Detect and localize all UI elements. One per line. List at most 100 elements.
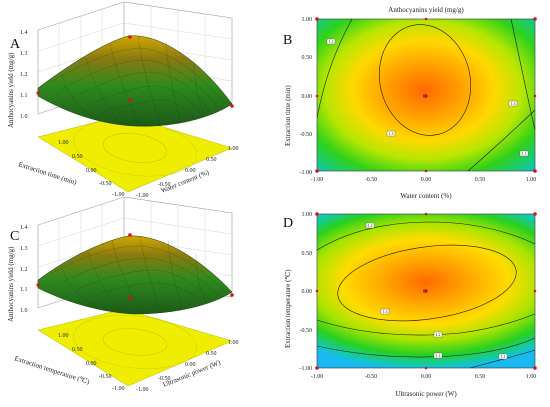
panel-b-xtick: 0.50 <box>475 177 486 183</box>
panel-b-ytick: 0.50 <box>302 55 313 61</box>
panel-c-mesh <box>49 235 226 315</box>
panel-b-point <box>424 94 428 98</box>
panel-c-ztick: 1.0 <box>20 308 28 314</box>
panel-c-design-points <box>36 233 234 300</box>
panel-b-contour-1.3 <box>378 24 472 136</box>
panel-b-title: Anthocyanins yield (mg/g) <box>388 6 464 14</box>
panel-b-contour-1.2-left <box>316 18 353 119</box>
panel-b-point <box>315 169 319 173</box>
panel-d-point <box>533 289 537 293</box>
panel-c: C <box>7 196 239 393</box>
panel-c-surface <box>37 235 233 315</box>
panel-a-y-ticks: 1.00 0.50 0.00 -0.50 -1.00 <box>58 140 125 198</box>
panel-b-ytick: -0.50 <box>300 132 313 138</box>
panel-c-xtick: 1.00 <box>228 340 239 346</box>
panel-a-mesh <box>49 36 226 127</box>
panel-b-xtick: -1.00 <box>311 177 324 183</box>
panel-a-xtick: -0.50 <box>158 182 171 188</box>
panel-b-contour-labels: 1.2 1.3 1.3 1.1 <box>326 38 529 157</box>
panel-d-x-ticks: -1.00 -0.50 0.00 0.50 1.00 <box>311 374 537 380</box>
panel-a-ztick: 1.4 <box>20 30 28 36</box>
panel-a-ytick: -1.00 <box>112 192 125 198</box>
panel-d-contour-label: 1.3 <box>383 309 388 314</box>
panel-a-point-3 <box>36 91 40 95</box>
panel-c-point-2 <box>128 296 132 300</box>
panel-d-point <box>533 212 537 216</box>
panel-c-point-3 <box>36 283 40 287</box>
panel-a-xtick: 0.50 <box>206 157 217 163</box>
panel-a-point-1 <box>128 35 132 39</box>
panel-d-xtick: 1.00 <box>526 374 537 380</box>
panel-b-xtick: -0.50 <box>365 177 378 183</box>
panel-a-ztick: 1.3 <box>20 51 28 57</box>
panel-c-xtick: -1.00 <box>136 387 149 393</box>
panel-d-label: D <box>283 216 293 231</box>
panel-d-xtick: 0.00 <box>421 374 432 380</box>
panel-c-ytick: 0.50 <box>72 347 83 353</box>
panel-d-point <box>315 366 319 370</box>
panel-b-design-points <box>315 17 537 173</box>
panel-c-ytick: 1.00 <box>58 333 69 339</box>
panel-d-contour-1.2-bot <box>316 313 536 336</box>
panel-d-xtick: 0.50 <box>475 374 486 380</box>
panel-c-z-ticks: 1.4 1.3 1.2 1.1 1.0 <box>20 225 28 314</box>
panel-d-point <box>315 212 319 216</box>
panel-b-point <box>533 169 537 173</box>
panel-a-ytick: 0.00 <box>86 168 97 174</box>
panel-d-ytick: -1.00 <box>300 366 313 372</box>
panel-d-contours <box>316 221 536 369</box>
panel-b-contour-1.2-right <box>510 18 536 131</box>
panel-c-point-4 <box>230 293 234 297</box>
panel-b-point <box>533 17 537 21</box>
panel-b: B Anthocyanins yield (mg/g) 1.2 1.3 1.3 … <box>283 6 537 200</box>
panel-a-point-4 <box>230 104 234 108</box>
panel-a: A <box>7 1 239 199</box>
panel-c-point-1 <box>128 233 132 237</box>
panel-d-ytick: -0.50 <box>300 328 313 334</box>
panel-a-point-2 <box>128 98 132 102</box>
panel-b-ytick: 1.00 <box>302 17 313 23</box>
panel-c-zlabel: Anthocyanins yield (mg/g) <box>7 246 15 322</box>
panel-b-contours <box>316 18 536 172</box>
panel-d-center-count: 6 <box>423 289 426 295</box>
panel-a-z-ticks: 1.4 1.3 1.2 1.1 1.0 <box>20 30 28 120</box>
panel-b-xtick: 0.00 <box>421 177 432 183</box>
panel-d-contour-label: 1.2 <box>368 223 373 228</box>
panel-a-surface <box>37 35 233 127</box>
panel-b-point <box>424 169 428 173</box>
panel-a-ytick: 1.00 <box>58 140 69 146</box>
panel-d-point <box>424 366 428 370</box>
panel-a-ytick: 0.50 <box>72 154 83 160</box>
panel-b-ylabel: Extraction time (min) <box>284 85 292 146</box>
panel-a-ylabel: Extraction time (min) <box>17 160 78 187</box>
panel-c-x-ticks: -1.00 -0.50 0.00 0.50 1.00 <box>136 340 239 393</box>
panel-b-xtick: 1.00 <box>526 177 537 183</box>
panel-b-ytick: -1.00 <box>300 170 313 176</box>
panel-b-contour-label: 1.1 <box>522 151 527 156</box>
panel-b-point <box>533 94 537 98</box>
panel-b-ytick: 0.00 <box>302 94 313 100</box>
panel-c-xtick: 0.50 <box>206 351 217 357</box>
panel-b-x-ticks: -1.00 -0.50 0.00 0.50 1.00 <box>311 177 537 183</box>
panel-d: D 1.2 1.3 1.2 1.1 1.1 <box>283 212 537 398</box>
panel-c-floor <box>37 308 233 387</box>
panel-d-contour-1.1 <box>316 337 536 358</box>
panel-c-ytick: -1.00 <box>112 386 125 392</box>
panel-c-label: C <box>10 229 19 244</box>
panel-d-contour-1.3 <box>337 244 517 322</box>
panel-a-ztick: 1.1 <box>20 93 28 99</box>
panel-d-ylabel: Extraction temperature (℃) <box>284 269 292 348</box>
panel-c-ztick: 1.2 <box>20 267 28 273</box>
panel-a-ztick: 1.0 <box>20 114 28 120</box>
panel-a-floor <box>37 114 233 193</box>
panel-b-contour-label: 1.3 <box>389 131 394 136</box>
panel-c-ylabel: Extraction temperature (℃) <box>13 354 91 386</box>
panel-c-ztick: 1.4 <box>20 225 28 231</box>
panel-d-contour-label: 1.1 <box>501 354 506 359</box>
panel-d-contour-label: 1.1 <box>436 353 441 358</box>
panel-a-design-points <box>36 35 234 108</box>
panel-a-label: A <box>10 37 21 52</box>
panel-a-ztick: 1.2 <box>20 72 28 78</box>
panel-c-xtick: 0.00 <box>185 362 196 368</box>
